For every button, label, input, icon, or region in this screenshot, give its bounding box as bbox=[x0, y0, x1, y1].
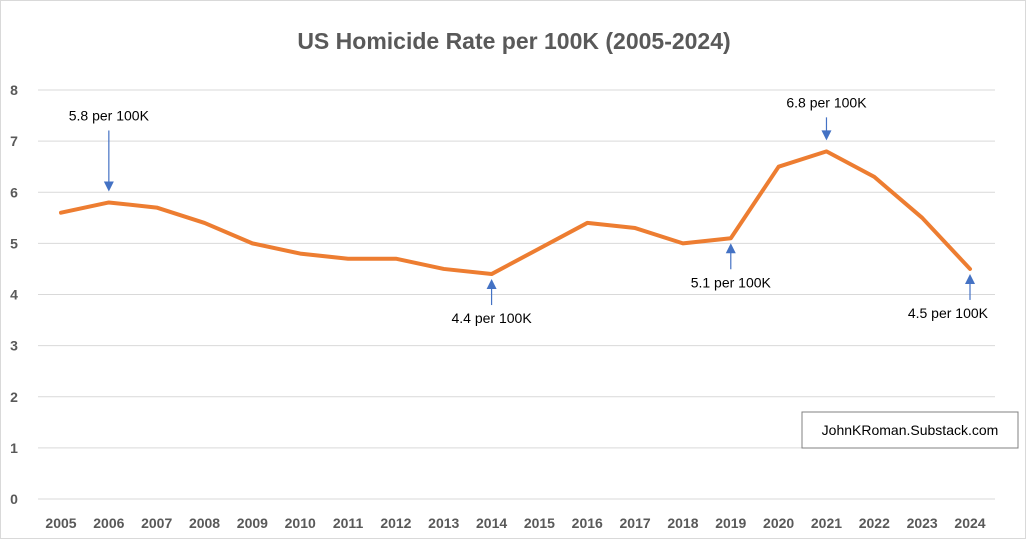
y-tick-label: 1 bbox=[10, 440, 18, 456]
y-axis-ticks: 0 1 2 3 4 5 6 7 8 bbox=[10, 82, 18, 507]
credit-text: JohnKRoman.Substack.com bbox=[822, 422, 999, 438]
annotation-label: 5.1 per 100K bbox=[691, 274, 772, 290]
annotation-label: 4.4 per 100K bbox=[451, 310, 532, 326]
annotation-label: 6.8 per 100K bbox=[786, 94, 867, 110]
gridlines bbox=[38, 89, 995, 500]
y-tick-label: 7 bbox=[10, 133, 18, 149]
x-tick-label: 2019 bbox=[715, 515, 746, 531]
x-tick-label: 2009 bbox=[237, 515, 268, 531]
series-line bbox=[59, 149, 972, 277]
annotation-label: 5.8 per 100K bbox=[69, 107, 150, 123]
x-tick-label: 2005 bbox=[45, 515, 76, 531]
y-tick-label: 6 bbox=[10, 184, 18, 200]
x-tick-label: 2023 bbox=[907, 515, 938, 531]
annotation-arrow-head bbox=[486, 279, 497, 290]
annotation-label: 4.5 per 100K bbox=[908, 305, 989, 321]
x-tick-label: 2013 bbox=[428, 515, 459, 531]
annotation-arrow-head bbox=[965, 273, 975, 284]
x-tick-label: 2020 bbox=[763, 515, 794, 531]
x-tick-label: 2017 bbox=[620, 515, 651, 531]
x-axis-ticks: 2005 2006 2007 2008 2009 2010 2011 2012 2013 2014… bbox=[45, 515, 985, 531]
x-tick-label: 2018 bbox=[667, 515, 698, 531]
series-line-layer bbox=[59, 149, 972, 277]
credit-box-frame bbox=[801, 411, 1019, 449]
chart-title: US Homicide Rate per 100K (2005-2024) bbox=[297, 28, 730, 54]
x-tick-label: 2010 bbox=[285, 515, 316, 531]
x-tick-label: 2008 bbox=[189, 515, 220, 531]
x-tick-label: 2007 bbox=[141, 515, 172, 531]
x-tick-label: 2006 bbox=[93, 515, 124, 531]
x-tick-label: 2016 bbox=[572, 515, 603, 531]
y-tick-label: 3 bbox=[10, 338, 18, 354]
y-tick-label: 8 bbox=[10, 82, 18, 98]
y-tick-label: 5 bbox=[10, 235, 18, 251]
annotation-arrow-head bbox=[821, 130, 832, 141]
annotation-arrow-head bbox=[725, 243, 736, 254]
x-tick-label: 2015 bbox=[524, 515, 555, 531]
x-tick-label: 2021 bbox=[811, 515, 842, 531]
y-tick-label: 0 bbox=[10, 491, 18, 507]
credit-box: JohnKRoman.Substack.com bbox=[801, 411, 1019, 449]
y-tick-label: 4 bbox=[10, 287, 18, 303]
x-tick-label: 2024 bbox=[954, 515, 985, 531]
x-tick-label: 2011 bbox=[333, 515, 364, 531]
y-tick-label: 2 bbox=[10, 389, 18, 405]
x-tick-label: 2022 bbox=[859, 515, 890, 531]
annotations: 5.8 per 100K 4.4 per 100K 5.1 per 100K 6.8 … bbox=[69, 94, 989, 326]
x-tick-label: 2014 bbox=[476, 515, 507, 531]
x-tick-label: 2012 bbox=[380, 515, 411, 531]
annotation-arrow-head bbox=[103, 181, 114, 192]
